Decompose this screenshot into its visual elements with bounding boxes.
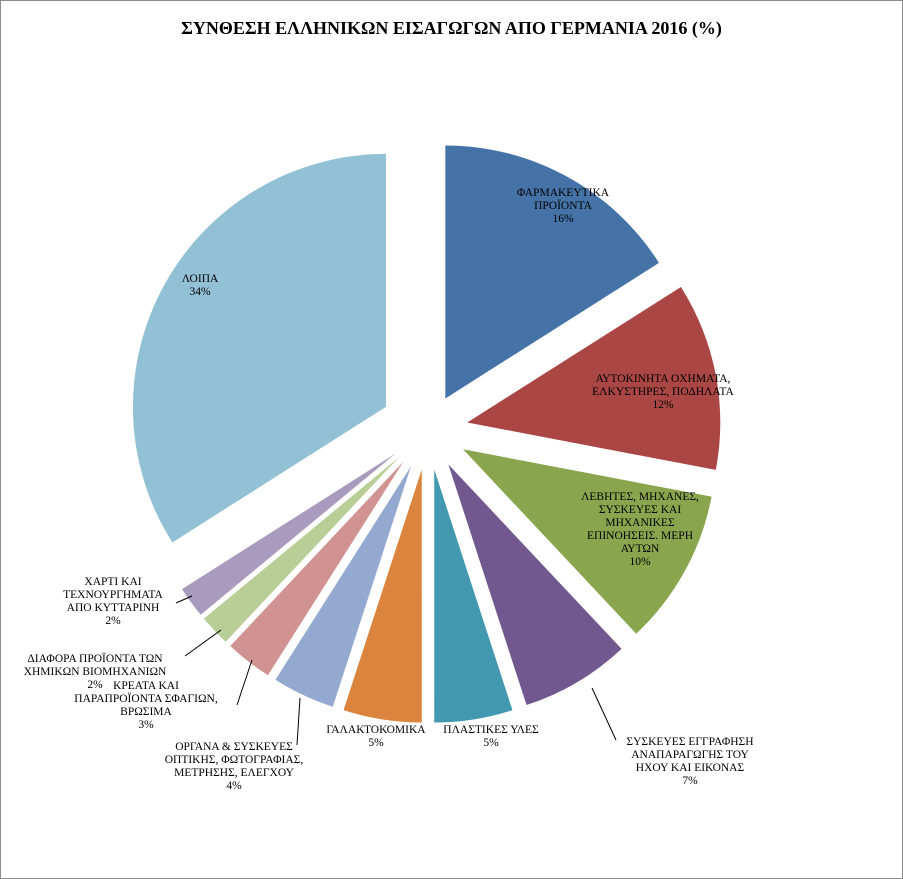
- slice-label-4: ΣΥΣΚΕΥΕΣ ΕΓΓΡΑΦΗΣΗ ΑΝΑΠΑΡΑΓΩΓΗΣ ΤΟΥ ΗΧΟΥ Κ…: [626, 736, 753, 787]
- slice-label-1: ΦΑΡΜΑΚΕΥΤΙΚΑ ΠΡΟΪΟΝΤΑ 16%: [517, 187, 610, 225]
- pie-slice-6: [343, 469, 422, 723]
- slice-label-11: ΛΟΙΠΑ 34%: [182, 273, 219, 298]
- pie-slice-9: [203, 457, 399, 642]
- pie-slice-10: [182, 453, 396, 615]
- pie-slice-7: [275, 466, 411, 707]
- slice-label-2: ΑΥΤΟΚΙΝΗΤΑ ΟΧΗΜΑΤΑ, ΕΛΚΥΣΤΗΡΕΣ, ΠΟΔΗΛΑΤΑ 1…: [592, 373, 734, 411]
- slice-label-7: ΟΡΓΑΝΑ & ΣΥΣΚΕΥΕΣ ΟΠΤΙΚΗΣ, ΦΩΤΟΓΡΑΦΙΑΣ, ΜΕ…: [165, 741, 304, 792]
- slice-label-10: ΧΑΡΤΙ ΚΑΙ ΤΕΧΝΟΥΡΓΗΜΑΤΑ ΑΠΟ ΚΥΤΤΑΡΙΝΗ 2%: [63, 576, 163, 627]
- slice-label-3: ΛΕΒΗΤΕΣ, ΜΗΧΑΝΕΣ, ΣΥΣΚΕΥΕΣ ΚΑΙ ΜΗΧΑΝΙΚΕΣ ΕΠ…: [581, 491, 699, 568]
- pie-slice-11: [132, 153, 386, 543]
- leader-line-9: [184, 629, 222, 657]
- pie-slice-4: [448, 464, 622, 706]
- pie-slice-3: [463, 449, 712, 634]
- leader-line-4: [591, 687, 617, 741]
- leader-line-10: [175, 595, 193, 604]
- chart-title: ΣΥΝΘΕΣΗ ΕΛΛΗΝΙΚΩΝ ΕΙΣΑΓΩΓΩΝ ΑΠΟ ΓΕΡΜΑΝΙΑ…: [181, 18, 722, 38]
- pie-slice-5: [434, 469, 513, 723]
- slice-label-5: ΠΛΑΣΤΙΚΕΣ ΥΛΕΣ 5%: [443, 724, 539, 749]
- pie-slice-8: [230, 461, 404, 676]
- slice-label-9: ΔΙΑΦΟΡΑ ΠΡΟΪΟΝΤΑ ΤΩΝ ΧΗΜΙΚΩΝ ΒΙΟΜΗΧΑΝΙΩΝ 2…: [24, 651, 167, 691]
- leader-line-7: [296, 697, 301, 746]
- pie-slice-2: [467, 286, 721, 470]
- leader-line-8: [236, 659, 253, 706]
- slice-label-8: ΚΡΕΑΤΑ ΚΑΙ ΠΑΡΑΠΡΟΪΟΝΤΑ ΣΦΑΓΙΩΝ, ΒΡΩΣΙΜΑ 3%: [74, 680, 218, 731]
- pie-slice-1: [445, 145, 659, 399]
- slice-label-6: ΓΑΛΑΚΤΟΚΟΜΙΚΑ 5%: [326, 724, 426, 749]
